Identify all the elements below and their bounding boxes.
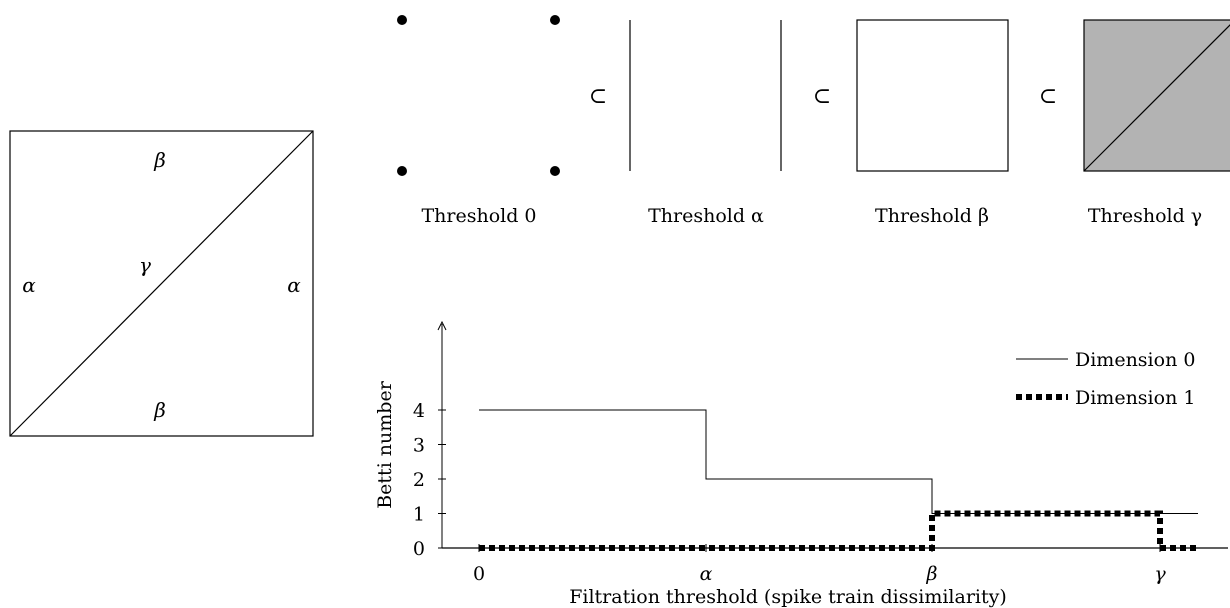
stage-label: Threshold 0 bbox=[421, 205, 536, 227]
stage-label: Threshold β bbox=[875, 205, 989, 227]
square-complex: β β α α γ bbox=[9, 130, 314, 437]
y-tick-label: 0 bbox=[413, 538, 425, 560]
series-line-dimension-1 bbox=[479, 510, 1198, 551]
vertex bbox=[397, 166, 407, 176]
y-tick-label: 2 bbox=[413, 469, 425, 491]
right-edge-label: α bbox=[287, 273, 301, 297]
x-tick-label: α bbox=[700, 563, 713, 585]
y-axis-arrow bbox=[437, 320, 447, 331]
x-ticks: 0 α β γ bbox=[473, 544, 1166, 585]
subset-symbol: ⊂ bbox=[813, 84, 831, 109]
x-axis-label: Filtration threshold (spike train dissim… bbox=[569, 586, 1007, 608]
bottom-edge-label: β bbox=[153, 398, 166, 422]
y-axis-label: Betti number bbox=[374, 380, 396, 508]
stage-threshold-alpha: Threshold α bbox=[629, 20, 782, 227]
x-tick-label: γ bbox=[1154, 563, 1166, 585]
y-tick-label: 1 bbox=[413, 504, 425, 526]
square-diagonal bbox=[1083, 24, 1230, 172]
square-edges bbox=[856, 19, 1009, 172]
diagonal-label: γ bbox=[139, 253, 151, 277]
y-ticks: 0 1 2 3 4 bbox=[413, 400, 446, 560]
series-layer bbox=[479, 409, 1198, 551]
left-edge-label: α bbox=[22, 273, 36, 297]
betti-chart: 0 1 2 3 4 0 α β γ Betti number Filtration thres… bbox=[374, 320, 1228, 608]
series-line-dimension-0 bbox=[479, 409, 1198, 514]
square-diagonal bbox=[9, 130, 314, 437]
legend-label-dimension-1: Dimension 1 bbox=[1075, 387, 1195, 409]
subset-symbol: ⊂ bbox=[1039, 84, 1057, 109]
y-tick-label: 4 bbox=[413, 400, 425, 422]
legend: Dimension 0 Dimension 1 bbox=[1016, 349, 1195, 409]
vertex bbox=[397, 15, 407, 25]
stage-label: Threshold α bbox=[648, 205, 764, 227]
filtration-sequence: Threshold 0 ⊂ Threshold α ⊂ Threshold β … bbox=[397, 15, 1230, 227]
x-tick-label: β bbox=[926, 563, 938, 585]
y-tick-label: 3 bbox=[413, 435, 425, 457]
stage-threshold-0: Threshold 0 bbox=[397, 15, 560, 227]
stage-threshold-beta: Threshold β bbox=[856, 19, 1009, 227]
stage-label: Threshold γ bbox=[1088, 205, 1202, 227]
subset-symbol: ⊂ bbox=[589, 84, 607, 109]
square-outline bbox=[9, 130, 314, 437]
vertex bbox=[550, 15, 560, 25]
legend-label-dimension-0: Dimension 0 bbox=[1075, 349, 1195, 371]
stage-threshold-gamma: Threshold γ bbox=[1083, 19, 1230, 227]
top-edge-label: β bbox=[153, 148, 166, 172]
vertex bbox=[550, 166, 560, 176]
x-tick-label: 0 bbox=[473, 563, 485, 585]
